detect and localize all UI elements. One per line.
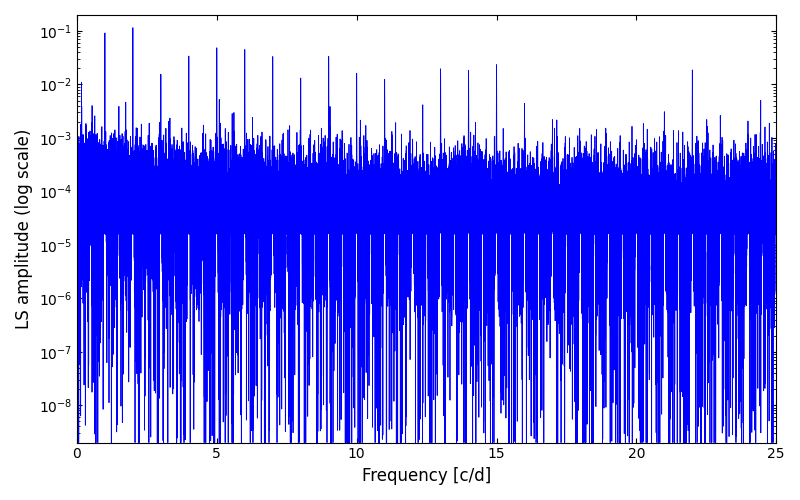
Y-axis label: LS amplitude (log scale): LS amplitude (log scale) <box>15 128 33 329</box>
X-axis label: Frequency [c/d]: Frequency [c/d] <box>362 467 491 485</box>
